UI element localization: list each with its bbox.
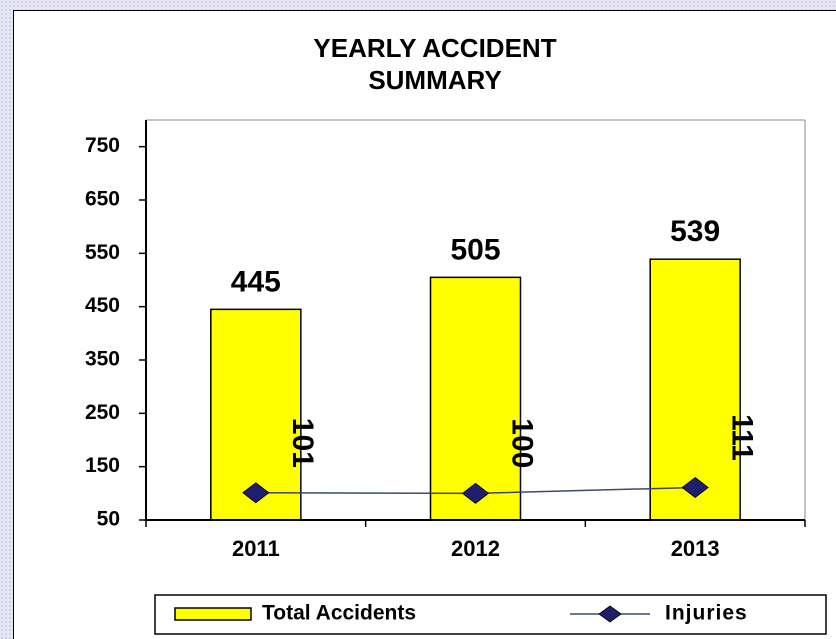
legend-swatch — [174, 607, 252, 621]
line-marker — [681, 476, 709, 498]
bar-value-label: 505 — [450, 233, 500, 266]
line-marker — [461, 482, 490, 504]
line-value-label: 101 — [286, 418, 319, 468]
y-tick-label: 750 — [85, 134, 120, 157]
legend-label: Total Accidents — [262, 602, 416, 625]
x-tick-label: 2012 — [451, 536, 500, 561]
bar-value-label: 445 — [231, 265, 281, 298]
bar-value-label: 539 — [670, 215, 720, 248]
y-tick-label: 50 — [97, 508, 120, 531]
x-tick-label: 2013 — [671, 536, 720, 561]
y-tick-label: 650 — [85, 188, 120, 211]
y-tick-label: 450 — [85, 294, 120, 317]
chart-title: YEARLY ACCIDENT SUMMARY — [313, 33, 557, 95]
bar — [429, 276, 522, 521]
y-tick-label: 150 — [85, 454, 120, 477]
bar — [649, 258, 741, 521]
legend-box — [154, 594, 827, 635]
y-tick-label: 350 — [85, 348, 120, 371]
legend-label: Injuries — [665, 602, 748, 625]
line-value-label: 111 — [725, 414, 758, 461]
legend-marker — [598, 605, 622, 623]
line-marker — [242, 482, 270, 504]
line-value-label: 100 — [506, 418, 539, 468]
y-tick-label: 250 — [85, 401, 120, 424]
y-tick-label: 550 — [85, 241, 120, 264]
x-tick-label: 2011 — [232, 536, 280, 561]
